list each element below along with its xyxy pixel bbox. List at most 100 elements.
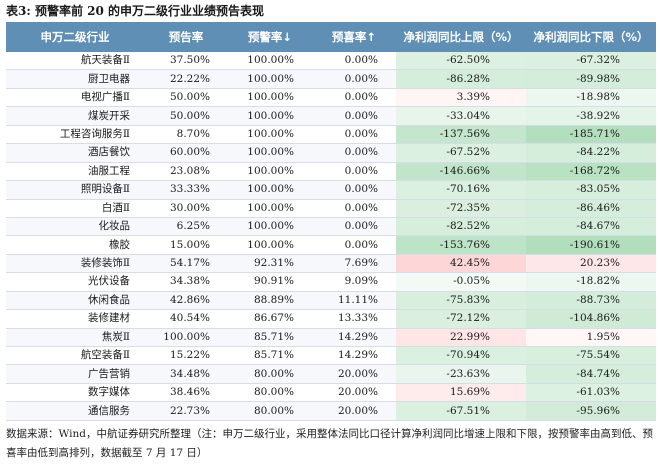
warning-rate-cell: 100.00% (228, 162, 312, 182)
positive-rate-cell: 9.09% (312, 272, 396, 292)
profit-lower-cell: -61.03% (526, 383, 656, 403)
profit-lower-cell: -89.98% (526, 69, 656, 89)
profit-upper-cell: -72.12% (396, 309, 526, 329)
warning-rate-cell: 86.67% (228, 309, 312, 329)
positive-rate-cell: 20.00% (312, 364, 396, 384)
profit-lower-cell: -190.61% (526, 235, 656, 255)
warning-rate-cell: 100.00% (228, 143, 312, 163)
profit-lower-cell: -75.54% (526, 346, 656, 366)
warning-rate-cell: 85.71% (228, 328, 312, 348)
warning-rate-cell: 100.00% (228, 125, 312, 145)
profit-upper-cell: -67.52% (396, 143, 526, 163)
profit-upper-cell: -82.52% (396, 217, 526, 237)
table-row: 工程咨询服务Ⅱ 8.70% 100.00% 0.00% -137.56% -185.71% (6, 125, 656, 145)
forecast-rate-cell: 40.54% (144, 309, 228, 329)
forecast-rate-cell: 22.22% (144, 69, 228, 89)
profit-lower-cell: -84.67% (526, 217, 656, 237)
positive-rate-cell: 0.00% (312, 217, 396, 237)
table-row: 休闲食品 42.86% 88.89% 11.11% -75.83% -88.73% (6, 291, 656, 311)
profit-upper-cell: -153.76% (396, 235, 526, 255)
warning-rate-cell: 100.00% (228, 106, 312, 126)
profit-lower-cell: -38.92% (526, 106, 656, 126)
profit-lower-cell: -83.05% (526, 180, 656, 200)
forecast-rate-cell: 50.00% (144, 106, 228, 126)
table-row: 装修装饰Ⅱ 54.17% 92.31% 7.69% 42.45% 20.23% (6, 254, 656, 274)
table-row: 光伏设备 34.38% 90.91% 9.09% -0.05% -18.82% (6, 272, 656, 292)
positive-rate-cell: 0.00% (312, 235, 396, 255)
profit-lower-cell: -18.98% (526, 88, 656, 108)
forecast-rate-cell: 38.46% (144, 383, 228, 403)
table-row: 白酒Ⅱ 30.00% 100.00% 0.00% -72.35% -86.46% (6, 199, 656, 218)
positive-rate-cell: 0.00% (312, 180, 396, 200)
profit-upper-cell: -86.28% (396, 69, 526, 89)
profit-upper-cell: -62.50% (396, 52, 526, 71)
profit-lower-cell: -84.74% (526, 364, 656, 384)
forecast-rate-cell: 60.00% (144, 143, 228, 163)
profit-lower-cell: -18.82% (526, 272, 656, 292)
profit-lower-cell: -84.22% (526, 143, 656, 163)
table-row: 酒店餐饮 60.00% 100.00% 0.00% -67.52% -84.22% (6, 143, 656, 163)
profit-lower-cell: 20.23% (526, 254, 656, 274)
profit-upper-cell: 42.45% (396, 254, 526, 274)
profit-upper-cell: -67.51% (396, 401, 526, 421)
header-profit-lower: 净利润同比下限（%） (526, 22, 656, 52)
table-row: 广告营销 34.48% 80.00% 20.00% -23.63% -84.74% (6, 364, 656, 384)
positive-rate-cell: 20.00% (312, 401, 396, 421)
table-row: 油服工程 23.08% 100.00% 0.00% -146.66% -168.72% (6, 162, 656, 182)
industry-cell: 装修建材 (6, 309, 144, 329)
positive-rate-cell: 14.29% (312, 328, 396, 348)
profit-upper-cell: -70.94% (396, 346, 526, 366)
forecast-rate-cell: 34.38% (144, 272, 228, 292)
forecast-rate-cell: 33.33% (144, 180, 228, 200)
industry-cell: 电视广播Ⅱ (6, 88, 144, 108)
industry-cell: 航空装备Ⅱ (6, 346, 144, 366)
industry-cell: 休闲食品 (6, 291, 144, 311)
forecast-rate-cell: 54.17% (144, 254, 228, 274)
forecast-rate-cell: 42.86% (144, 291, 228, 311)
profit-upper-cell: -70.16% (396, 180, 526, 200)
table-header-row: 申万二级行业 预告率 预警率↓ 预喜率↑ 净利润同比上限（%） 净利润同比下限（… (6, 22, 656, 52)
industry-cell: 数字媒体 (6, 383, 144, 403)
warning-rate-cell: 88.89% (228, 291, 312, 311)
profit-lower-cell: -168.72% (526, 162, 656, 182)
industry-cell: 煤炭开采 (6, 106, 144, 126)
table-body: 航天装备Ⅱ 37.50% 100.00% 0.00% -62.50% -67.32% 厨卫电… (6, 52, 656, 421)
source-note: 数据来源：Wind，中航证券研究所整理（注：申万二级行业，采用整体法同比口径计算… (6, 428, 653, 459)
positive-rate-cell: 0.00% (312, 52, 396, 71)
forecast-rate-cell: 15.22% (144, 346, 228, 366)
table-row: 厨卫电器 22.22% 100.00% 0.00% -86.28% -89.98% (6, 69, 656, 89)
warning-rate-cell: 100.00% (228, 180, 312, 200)
forecast-rate-cell: 30.00% (144, 199, 228, 218)
warning-rate-cell: 100.00% (228, 235, 312, 255)
positive-rate-cell: 0.00% (312, 199, 396, 218)
profit-lower-cell: 1.95% (526, 328, 656, 348)
table-row: 照明设备Ⅱ 33.33% 100.00% 0.00% -70.16% -83.05% (6, 180, 656, 200)
positive-rate-cell: 0.00% (312, 88, 396, 108)
forecast-rate-cell: 37.50% (144, 52, 228, 71)
warning-rate-cell: 85.71% (228, 346, 312, 366)
profit-lower-cell: -104.86% (526, 309, 656, 329)
table-row: 焦炭Ⅱ 100.00% 85.71% 14.29% 22.99% 1.95% (6, 328, 656, 348)
positive-rate-cell: 11.11% (312, 291, 396, 311)
header-warning-rate: 预警率↓ (228, 22, 312, 52)
warning-rate-cell: 80.00% (228, 383, 312, 403)
industry-cell: 酒店餐饮 (6, 143, 144, 163)
forecast-rate-cell: 6.25% (144, 217, 228, 237)
header-industry: 申万二级行业 (6, 22, 144, 52)
profit-upper-cell: -33.04% (396, 106, 526, 126)
profit-lower-cell: -67.32% (526, 52, 656, 71)
forecast-rate-cell: 15.00% (144, 235, 228, 255)
industry-cell: 装修装饰Ⅱ (6, 254, 144, 274)
profit-lower-cell: -88.73% (526, 291, 656, 311)
profit-upper-cell: 15.69% (396, 383, 526, 403)
forecast-rate-cell: 23.08% (144, 162, 228, 182)
industry-cell: 广告营销 (6, 364, 144, 384)
table-row: 化妆品 6.25% 100.00% 0.00% -82.52% -84.67% (6, 217, 656, 237)
industry-cell: 通信服务 (6, 401, 144, 421)
industry-cell: 白酒Ⅱ (6, 199, 144, 218)
profit-lower-cell: -185.71% (526, 125, 656, 145)
warning-rate-cell: 92.31% (228, 254, 312, 274)
table-row: 数字媒体 38.46% 80.00% 20.00% 15.69% -61.03% (6, 383, 656, 403)
forecast-rate-cell: 50.00% (144, 88, 228, 108)
warning-rate-cell: 80.00% (228, 401, 312, 421)
